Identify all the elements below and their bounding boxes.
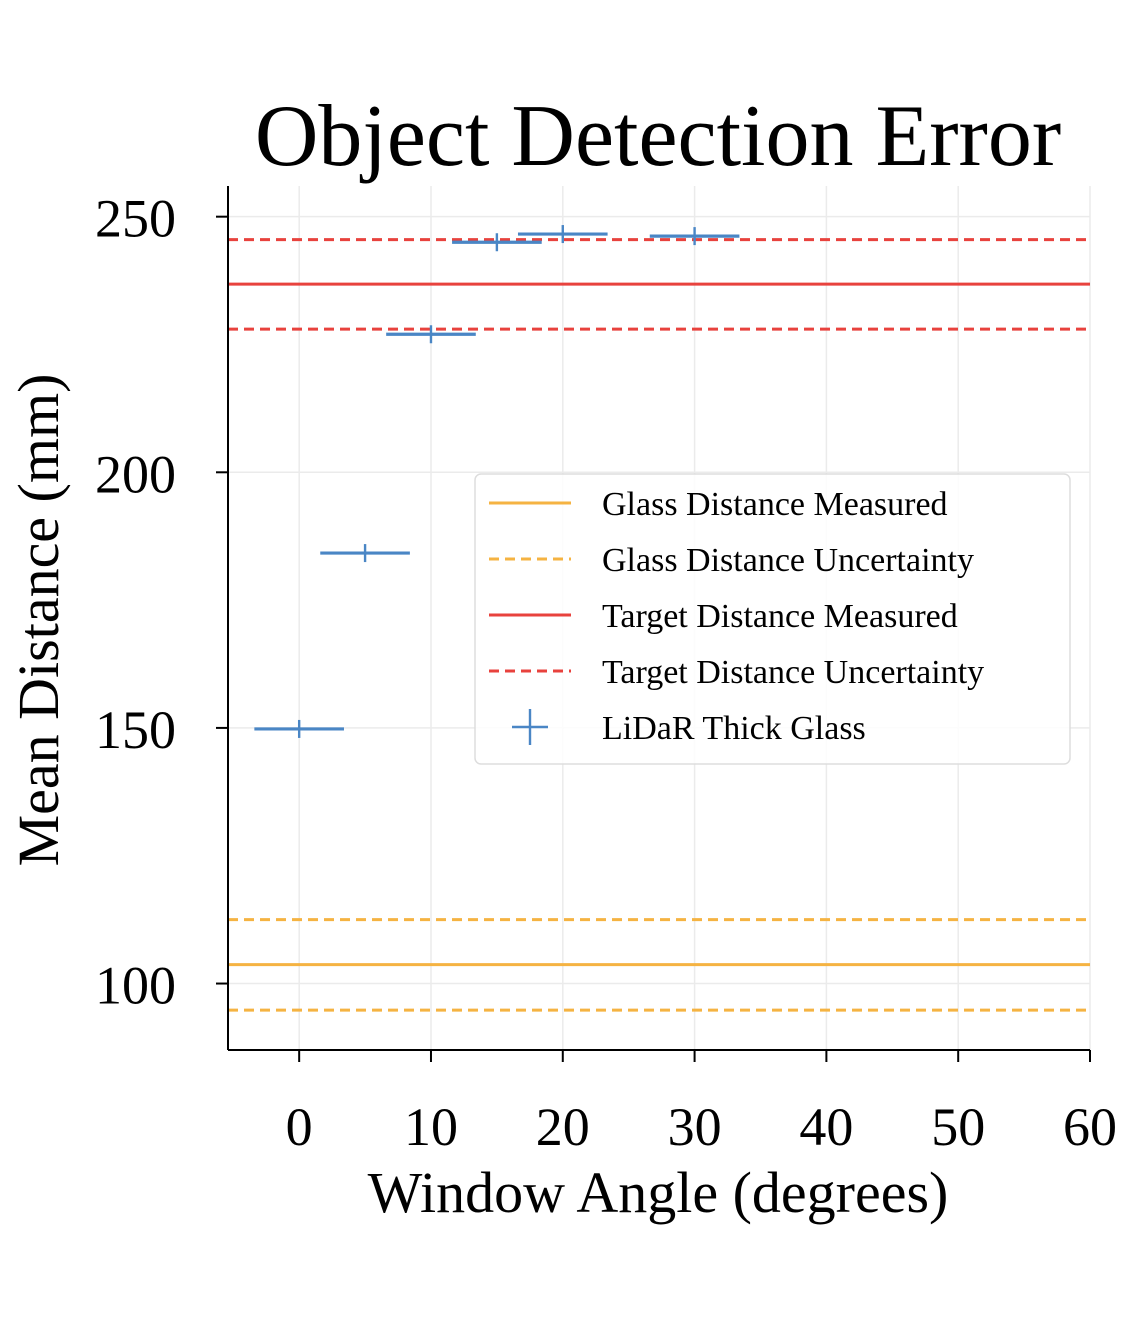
lidar-thick-glass-point [320,544,410,563]
x-tick-label: 40 [799,1097,853,1157]
x-tick-label: 30 [668,1097,722,1157]
legend-label: Glass Distance Uncertainty [602,542,974,579]
x-tick-label: 60 [1063,1097,1117,1157]
x-tick-label: 20 [536,1097,590,1157]
legend-label: LiDaR Thick Glass [602,710,866,747]
x-tick-label: 10 [404,1097,458,1157]
axes-layer: 0 10 20 30 40 50 60 100 150 200 250 [95,186,1117,1157]
legend-label: Target Distance Measured [602,598,958,635]
x-axis-label: Window Angle (degrees) [368,1160,949,1225]
y-tick-label: 150 [95,700,176,760]
chart-title: Object Detection Error [255,88,1061,185]
lidar-thick-glass-point [254,719,344,738]
legend-box [474,473,1071,765]
legend-label: Glass Distance Measured [602,486,948,523]
y-tick-label: 200 [95,444,176,504]
y-axis-label: Mean Distance (mm) [6,374,71,867]
reference-lines-layer [228,238,1090,1012]
x-tick-label: 0 [286,1097,313,1157]
data-points-layer [254,225,740,738]
lidar-thick-glass-point [649,227,740,246]
lidar-thick-glass-point [386,325,476,344]
legend: Glass Distance Measured Glass Distance Un… [474,473,1071,765]
y-tick-label: 100 [95,956,176,1016]
lidar-thick-glass-point [452,233,542,252]
x-tick-label: 50 [931,1097,985,1157]
lidar-thick-glass-point [517,225,608,244]
y-tick-label: 250 [95,189,176,249]
legend-label: Target Distance Uncertainty [602,654,984,691]
